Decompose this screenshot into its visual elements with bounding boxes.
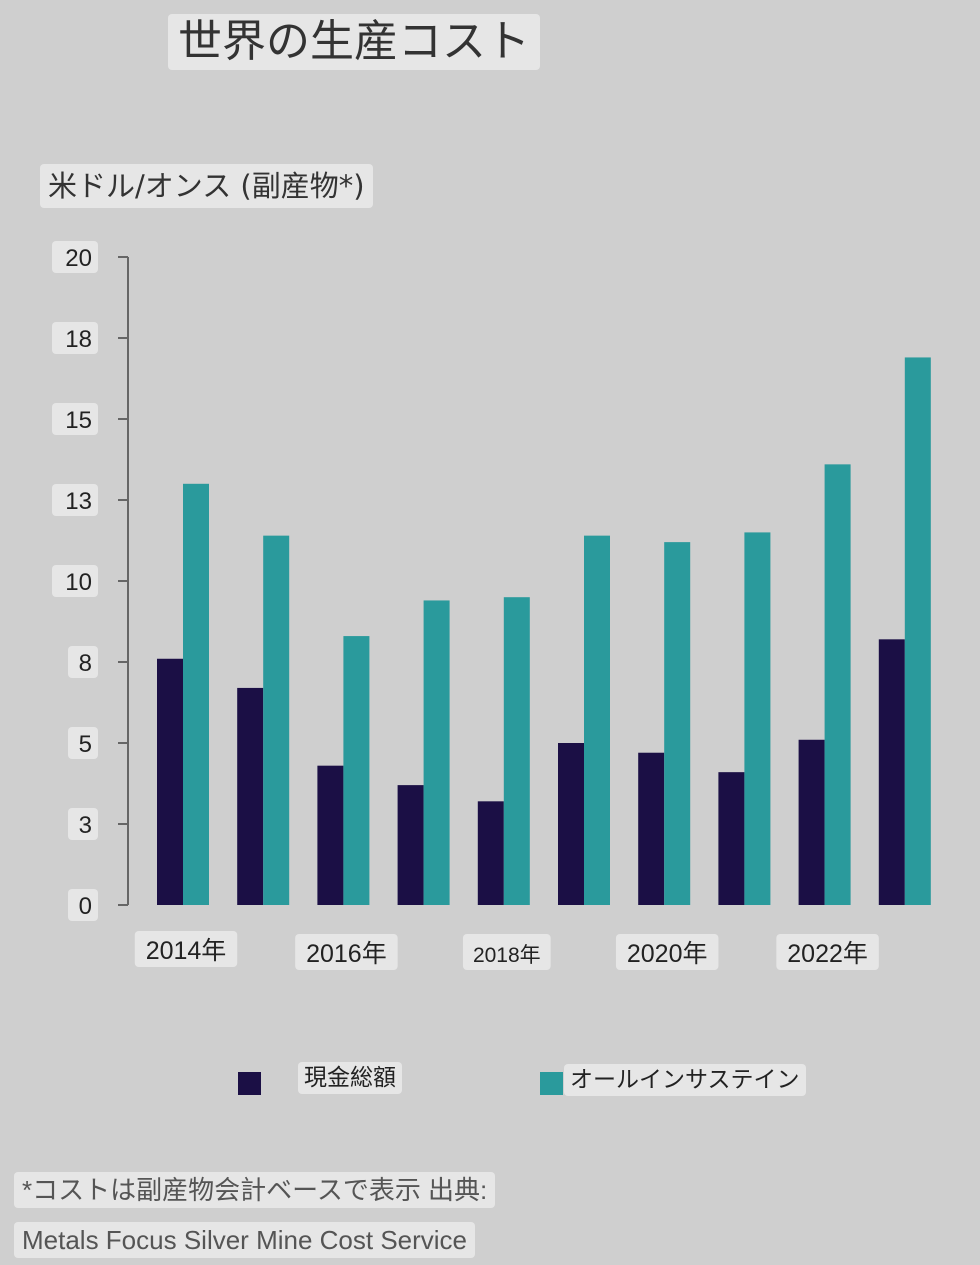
bar-cash-2018 (477, 801, 504, 905)
y-axis-label: 米ドル/オンス (副産物*) (40, 164, 373, 208)
bar-cash-2023 (878, 639, 905, 905)
x-tick-label-bg (615, 934, 719, 970)
bar-aisc-2014 (183, 483, 209, 905)
y-tick-label: 18 (65, 326, 92, 353)
y-tick-label-bg (52, 322, 98, 354)
y-tick-label-bg (68, 889, 98, 921)
bar-cash-2014 (157, 658, 183, 905)
y-tick-label: 0 (79, 893, 92, 920)
x-tick-label-bg (295, 934, 398, 970)
chart-title: 世界の生産コスト (168, 14, 540, 70)
y-tick-label-bg (52, 403, 98, 435)
x-tick-label-bg (776, 934, 879, 970)
legend-swatch-cash (238, 1072, 261, 1095)
legend-label-cash: 現金総額 (298, 1062, 402, 1094)
y-tick-label: 20 (65, 245, 92, 272)
y-tick-label-bg (52, 484, 98, 516)
footnote-line-1: *コストは副産物会計ベースで表示 出典: (14, 1172, 496, 1208)
bar-aisc-2022 (824, 464, 851, 905)
bar-cash-2020 (638, 752, 665, 905)
bar-aisc-2017 (423, 600, 450, 905)
x-tick-label: 2020年 (627, 940, 708, 968)
bar-aisc-2019 (584, 535, 610, 905)
y-tick-label-bg (52, 565, 98, 597)
bar-aisc-2020 (664, 542, 691, 905)
y-tick-label-bg (68, 727, 98, 759)
bar-aisc-2018 (503, 597, 530, 905)
bar-aisc-2023 (904, 357, 931, 905)
y-tick-label-bg (68, 808, 98, 840)
x-tick-label-bg (462, 934, 551, 970)
y-tick-label: 15 (65, 407, 92, 434)
y-tick-label: 10 (65, 569, 92, 596)
x-tick-label: 2022年 (787, 940, 868, 968)
bar-cash-2015 (237, 687, 264, 905)
bar-aisc-2015 (263, 535, 290, 905)
x-tick-label: 2018年 (473, 944, 541, 967)
bar-aisc-2021 (744, 532, 771, 905)
x-tick-label: 2016年 (306, 940, 387, 968)
bar-cash-2019 (558, 743, 584, 905)
x-tick-label: 2014年 (146, 937, 227, 965)
footnote-line-2: Metals Focus Silver Mine Cost Service (14, 1222, 476, 1258)
bar-aisc-2016 (343, 636, 370, 905)
y-tick-label: 5 (79, 731, 92, 758)
y-tick-label-bg (52, 241, 98, 273)
y-tick-label: 3 (79, 812, 92, 839)
bar-cash-2021 (718, 772, 745, 905)
y-tick-label: 8 (79, 650, 92, 677)
bar-cash-2022 (798, 739, 825, 905)
y-tick-label: 13 (65, 488, 92, 515)
legend-label-aisc: オールインサステイン (564, 1064, 806, 1096)
legend-swatch-aisc (540, 1072, 563, 1095)
y-tick-label-bg (68, 646, 98, 678)
bar-cash-2016 (317, 765, 344, 905)
bar-cash-2017 (397, 785, 424, 905)
x-tick-label-bg (134, 931, 238, 967)
